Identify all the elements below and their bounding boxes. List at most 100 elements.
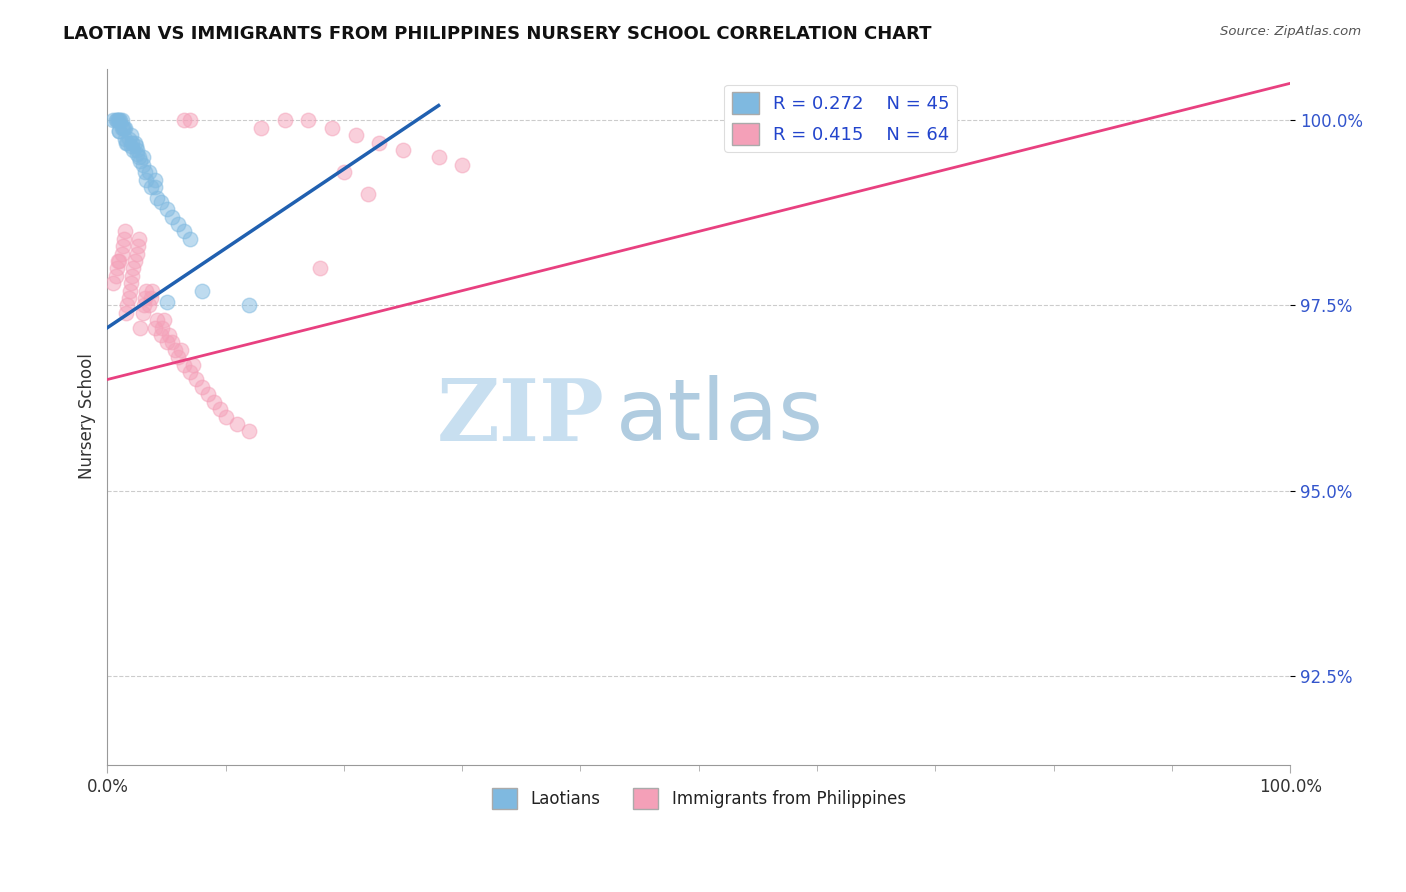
Point: [118, 132, 141, 146]
Point: [297, 113, 319, 128]
Point: [118, 284, 141, 298]
Point: [173, 224, 195, 238]
Point: [129, 154, 152, 169]
Text: ZIP: ZIP: [436, 375, 605, 458]
Point: [143, 180, 166, 194]
Point: [138, 298, 160, 312]
Point: [104, 268, 127, 283]
Point: [155, 202, 177, 217]
Point: [427, 150, 450, 164]
Point: [120, 128, 142, 143]
Point: [157, 328, 180, 343]
Point: [173, 358, 195, 372]
Point: [179, 113, 201, 128]
Point: [117, 136, 139, 150]
Point: [122, 261, 145, 276]
Point: [107, 113, 129, 128]
Point: [104, 113, 127, 128]
Point: [132, 306, 155, 320]
Point: [111, 239, 134, 253]
Point: [238, 298, 260, 312]
Point: [179, 365, 201, 379]
Point: [110, 246, 132, 260]
Point: [309, 261, 332, 276]
Point: [110, 120, 132, 135]
Point: [153, 313, 176, 327]
Point: [226, 417, 249, 431]
Point: [121, 136, 143, 150]
Point: [162, 210, 184, 224]
Point: [146, 191, 169, 205]
Point: [125, 246, 148, 260]
Point: [132, 150, 155, 164]
Point: [132, 158, 155, 172]
Point: [103, 113, 125, 128]
Point: [108, 124, 131, 138]
Point: [238, 425, 260, 439]
Point: [117, 298, 139, 312]
Point: [134, 165, 156, 179]
Point: [333, 165, 356, 179]
Point: [146, 313, 169, 327]
Point: [112, 120, 135, 135]
Point: [125, 139, 148, 153]
Point: [124, 136, 146, 150]
Point: [451, 158, 474, 172]
Point: [108, 124, 131, 138]
Point: [155, 294, 177, 309]
Point: [208, 402, 231, 417]
Point: [141, 284, 163, 298]
Point: [111, 120, 134, 135]
Point: [132, 298, 155, 312]
Point: [321, 120, 343, 135]
Point: [128, 232, 150, 246]
Point: [110, 113, 132, 128]
Point: [167, 351, 190, 365]
Point: [181, 358, 204, 372]
Point: [105, 261, 128, 276]
Point: [191, 380, 214, 394]
Point: [197, 387, 219, 401]
Point: [107, 254, 129, 268]
Point: [344, 128, 367, 143]
Point: [149, 194, 172, 209]
Point: [134, 291, 156, 305]
Point: [105, 113, 128, 128]
Point: [112, 232, 135, 246]
Point: [108, 113, 131, 128]
Point: [250, 120, 273, 135]
Point: [167, 217, 190, 231]
Point: [121, 268, 143, 283]
Point: [191, 284, 214, 298]
Point: [150, 320, 173, 334]
Point: [115, 136, 138, 150]
Point: [274, 113, 297, 128]
Point: [139, 291, 162, 305]
Point: [128, 150, 150, 164]
Point: [110, 113, 132, 128]
Text: Source: ZipAtlas.com: Source: ZipAtlas.com: [1220, 25, 1361, 38]
Point: [368, 136, 391, 150]
Point: [139, 180, 162, 194]
Text: LAOTIAN VS IMMIGRANTS FROM PHILIPPINES NURSERY SCHOOL CORRELATION CHART: LAOTIAN VS IMMIGRANTS FROM PHILIPPINES N…: [63, 25, 932, 43]
Point: [125, 143, 148, 157]
Point: [170, 343, 193, 357]
Point: [114, 120, 136, 135]
Point: [163, 343, 186, 357]
Point: [127, 239, 149, 253]
Point: [184, 372, 207, 386]
Point: [356, 187, 378, 202]
Point: [143, 172, 166, 186]
Point: [135, 172, 157, 186]
Y-axis label: Nursery School: Nursery School: [79, 353, 96, 480]
Point: [162, 335, 184, 350]
Point: [125, 146, 148, 161]
Point: [214, 409, 236, 424]
Point: [120, 277, 142, 291]
Point: [118, 291, 141, 305]
Point: [115, 306, 138, 320]
Point: [392, 143, 415, 157]
Point: [143, 320, 166, 334]
Point: [108, 254, 131, 268]
Point: [179, 232, 201, 246]
